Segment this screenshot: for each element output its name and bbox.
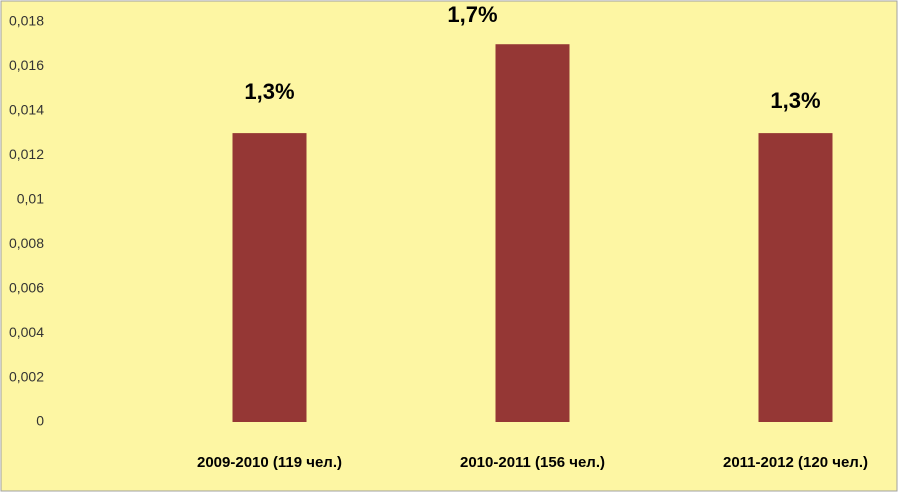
y-tick-label: 0,006 <box>9 279 44 295</box>
value-label: 1,3% <box>770 88 820 113</box>
y-tick-label: 0,01 <box>17 190 44 206</box>
bar <box>495 44 570 422</box>
y-tick-label: 0,014 <box>9 102 44 118</box>
value-label: 1,3% <box>244 79 294 104</box>
y-tick-label: 0,016 <box>9 57 44 73</box>
y-tick-label: 0,008 <box>9 235 44 251</box>
value-label: 1,7% <box>447 2 497 27</box>
x-tick-label: 2009-2010 (119 чел.) <box>197 454 342 471</box>
x-tick-label: 2010-2011 (156 чел.) <box>460 454 605 471</box>
y-tick-label: 0,012 <box>9 146 44 162</box>
y-tick-label: 0 <box>36 413 44 429</box>
y-tick-label: 0,004 <box>9 324 44 340</box>
x-tick-label: 2011-2012 (120 чел.) <box>723 454 868 471</box>
y-tick-label: 0,018 <box>9 13 44 29</box>
bar <box>758 133 833 422</box>
bar <box>232 133 307 422</box>
y-tick-label: 0,002 <box>9 368 44 384</box>
